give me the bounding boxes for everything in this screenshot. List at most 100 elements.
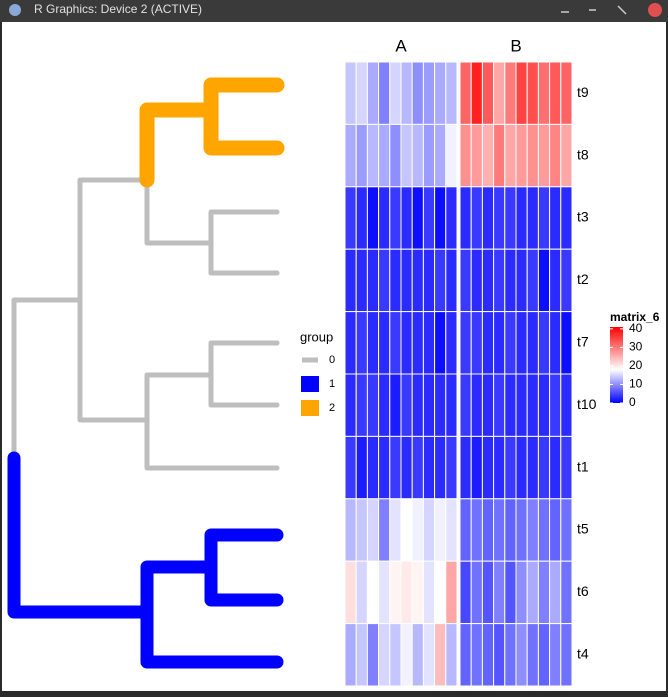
heatmap-cell (526, 623, 539, 687)
heatmap-cell (493, 435, 506, 500)
heatmap-cell (537, 560, 551, 625)
heatmap-cell (504, 248, 517, 313)
legend-label: 0 (329, 354, 335, 366)
heatmap-cell (378, 61, 391, 125)
heatmap-cell (549, 435, 562, 500)
heatmap-cell (422, 311, 436, 375)
heatmap-cell (445, 61, 458, 125)
heatmap-cell (504, 498, 517, 562)
close-button[interactable] (648, 3, 662, 17)
heatmap-cell (560, 61, 573, 125)
heatmap-cell (355, 623, 368, 687)
heatmap-cell (389, 373, 402, 437)
colorbar-tick-label: 40 (629, 321, 643, 335)
row-label: t8 (577, 146, 589, 162)
heatmap-cell (515, 123, 528, 188)
heatmap-cell (445, 373, 458, 437)
window-controls[interactable] (561, 5, 627, 15)
heatmap-cell (504, 186, 517, 250)
heatmap-cell (481, 61, 495, 125)
heatmap-cell (537, 498, 551, 562)
heatmap-cell (422, 61, 436, 125)
heatmap-cell (481, 373, 495, 437)
heatmap-cell (378, 623, 391, 687)
heatmap-cell (470, 311, 483, 375)
row-label: t7 (577, 334, 589, 350)
heatmap-cell (411, 498, 424, 562)
heatmap-cell (459, 373, 472, 437)
heatmap-cell (366, 186, 380, 250)
heatmap-cell (526, 61, 539, 125)
heatmap-cell (549, 186, 562, 250)
colorbar-tick-label: 30 (629, 340, 643, 354)
heatmap-cell (400, 498, 413, 562)
heatmap-cell (445, 248, 458, 313)
heatmap-cell (549, 123, 562, 188)
heatmap-cell (400, 186, 413, 250)
heatmap-cell (411, 560, 424, 625)
heatmap-cell (459, 186, 472, 250)
heatmap-cell (493, 560, 506, 625)
heatmap-cell (470, 61, 483, 125)
heatmap-cell (549, 373, 562, 437)
heatmap-cell (493, 186, 506, 250)
heatmap-cell (366, 623, 380, 687)
app-icon (9, 4, 21, 16)
heatmap-cell (411, 248, 424, 313)
row-label: t5 (577, 521, 589, 537)
heatmap-cell (493, 123, 506, 188)
heatmap-cell (445, 311, 458, 375)
heatmap-cell (526, 248, 539, 313)
column-group-label: B (510, 36, 521, 55)
heatmap-cell (481, 435, 495, 500)
dendrogram-branch (11, 177, 280, 471)
heatmap-cell (459, 311, 472, 375)
colorbar-tick-label: 0 (629, 395, 636, 409)
heatmap-cell (481, 560, 495, 625)
heatmap-cell (537, 123, 551, 188)
heatmap-cell (560, 498, 573, 562)
heatmap-cell (470, 373, 483, 437)
heatmap-cell (366, 560, 380, 625)
heatmap-cell (344, 373, 357, 437)
heatmap-cell (493, 373, 506, 437)
heatmap-cell (422, 186, 436, 250)
dendrogram-branch (7, 451, 284, 669)
heatmap-cell (459, 560, 472, 625)
heatmap-cell (459, 623, 472, 687)
heatmap-cell (344, 435, 357, 500)
heatmap-cell (366, 498, 380, 562)
heatmap-cell (434, 186, 447, 250)
heatmap-cell (560, 560, 573, 625)
heatmap-cell (504, 623, 517, 687)
heatmap-cell (422, 373, 436, 437)
legend-label: 1 (329, 378, 335, 390)
heatmap-cell (378, 435, 391, 500)
dendrogram (7, 77, 285, 669)
heatmap-cell (549, 311, 562, 375)
heatmap-cell (366, 311, 380, 375)
heatmap-cell (344, 61, 357, 125)
heatmap-cell (389, 435, 402, 500)
heatmap-cell (400, 373, 413, 437)
heatmap-cell (493, 498, 506, 562)
dendrogram-branch (139, 77, 285, 188)
heatmap-cell (549, 61, 562, 125)
heatmap-cell (445, 623, 458, 687)
heatmap-cell (549, 498, 562, 562)
colorbar (610, 327, 623, 403)
heatmap-cell (515, 311, 528, 375)
heatmap-cell (355, 61, 368, 125)
heatmap-cell (537, 311, 551, 375)
heatmap-cell (411, 373, 424, 437)
heatmap-cell (549, 560, 562, 625)
heatmap-cell (515, 623, 528, 687)
heatmap-cell (493, 623, 506, 687)
heatmap-cell (504, 123, 517, 188)
legend-label: 2 (329, 402, 335, 414)
heatmap-cell (560, 123, 573, 188)
heatmap-cell (355, 435, 368, 500)
heatmap-cell (445, 186, 458, 250)
heatmap-cell (526, 498, 539, 562)
heatmap-cell (344, 123, 357, 188)
